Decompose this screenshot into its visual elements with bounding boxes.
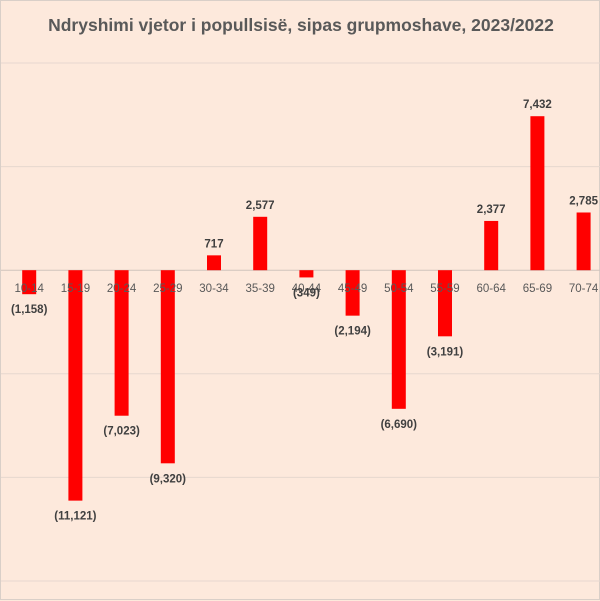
- category-label: 20-24: [107, 283, 137, 295]
- bar-25-29: [160, 270, 175, 464]
- bar-10-14: [22, 270, 37, 295]
- chart-title: Ndryshimi vjetor i popullsisë, sipas gru…: [48, 15, 554, 35]
- category-label: 70-74: [569, 283, 599, 295]
- value-label: (11,121): [54, 511, 96, 523]
- bar-20-24: [114, 270, 129, 416]
- value-label: 2,377: [477, 204, 506, 216]
- category-label: 25-29: [153, 283, 182, 295]
- category-label: 50-54: [384, 283, 414, 295]
- category-label: 55-59: [430, 283, 459, 295]
- bar-60-64: [484, 220, 499, 271]
- value-label: 2,577: [246, 200, 275, 212]
- category-label: 65-69: [523, 283, 552, 295]
- bar-30-34: [207, 255, 221, 271]
- value-label: (6,690): [381, 419, 418, 431]
- category-label: 40-44: [292, 283, 322, 295]
- category-label: 45-49: [338, 283, 367, 295]
- value-label: (9,320): [150, 473, 187, 485]
- bar-15-19: [68, 270, 83, 501]
- value-label: 2,785: [569, 195, 598, 207]
- category-label: 60-64: [476, 283, 506, 295]
- bar-50-54: [391, 270, 406, 409]
- value-label: (3,191): [427, 346, 464, 358]
- category-label: 15-19: [61, 283, 90, 295]
- value-label: (2,194): [334, 326, 371, 338]
- bar-55-59: [438, 270, 452, 337]
- category-label: 30-34: [199, 283, 229, 295]
- value-label: (349): [293, 287, 320, 299]
- value-label: (7,023): [103, 426, 140, 438]
- bar-35-39: [253, 216, 268, 271]
- value-label: (1,158): [11, 304, 48, 316]
- category-label: 35-39: [245, 283, 274, 295]
- bar-40-44: [299, 270, 314, 278]
- bar-70-74: [576, 212, 591, 271]
- category-label: 10-14: [14, 283, 44, 295]
- value-label: 7,432: [523, 99, 552, 111]
- value-label: 717: [204, 238, 223, 250]
- bar-65-69: [530, 116, 545, 271]
- bar-45-49: [345, 270, 360, 316]
